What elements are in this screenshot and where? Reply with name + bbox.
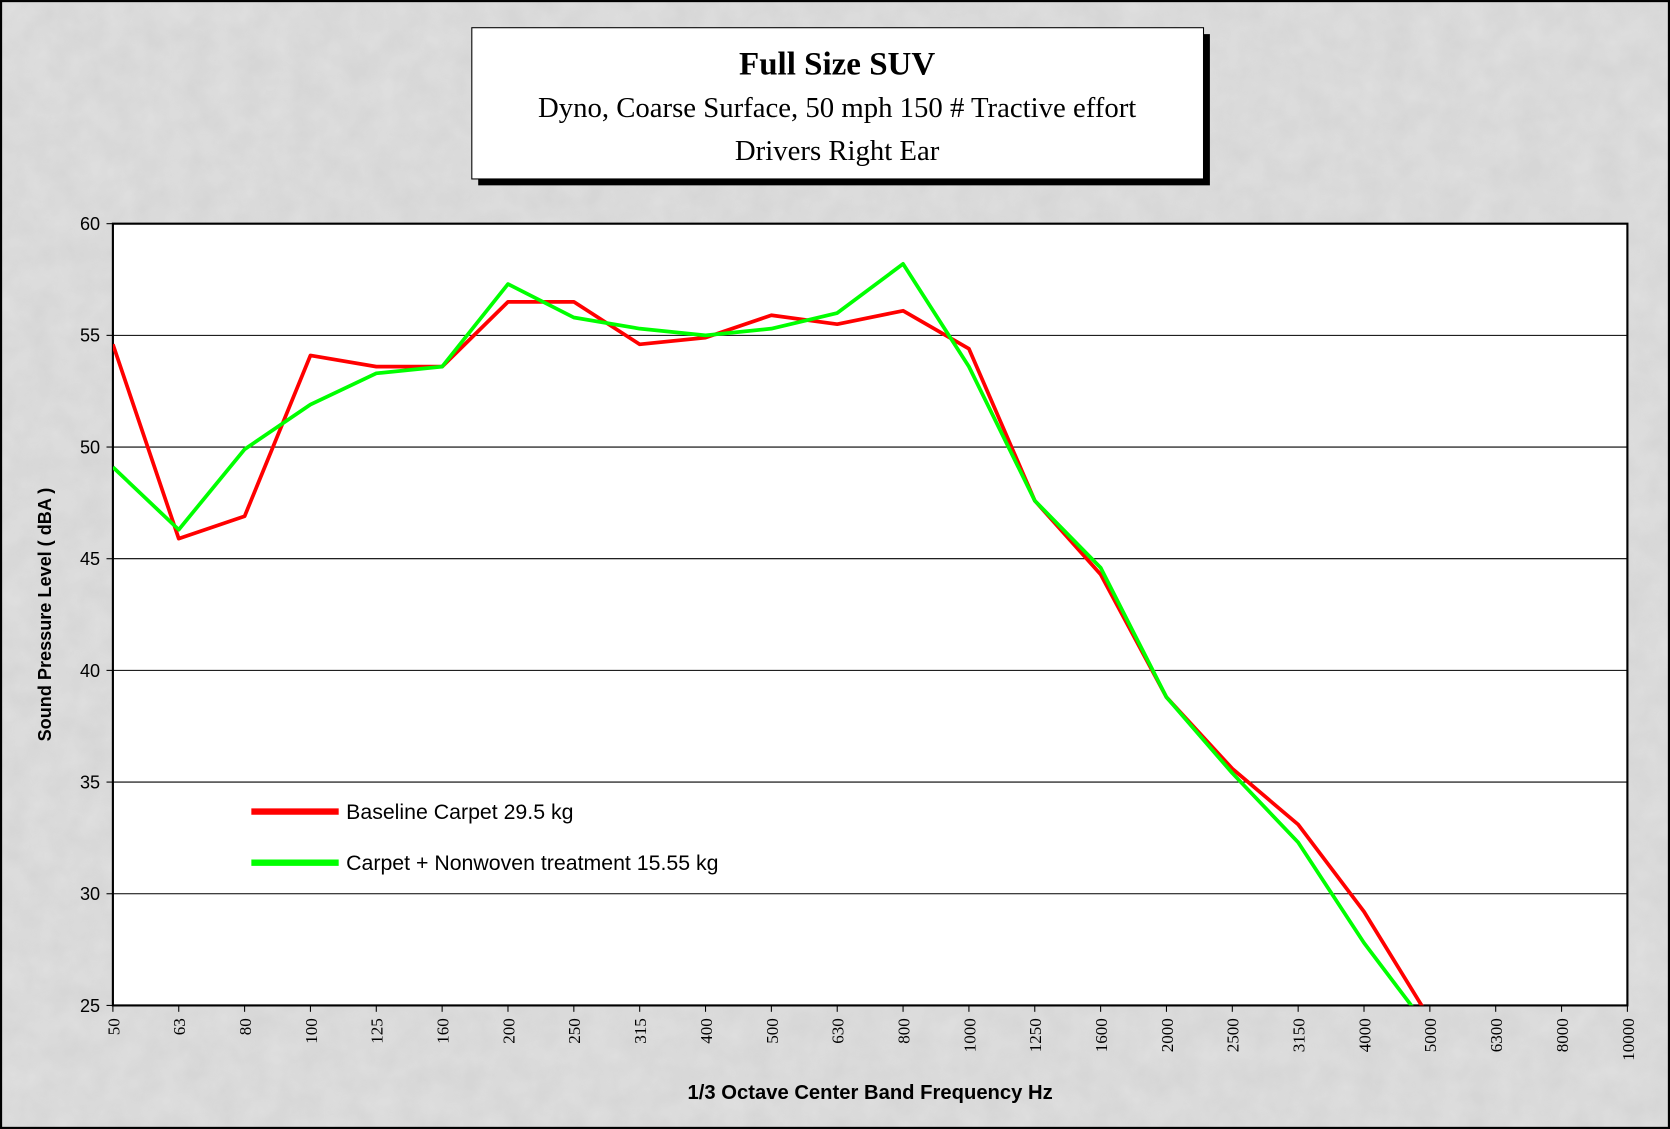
y-tick-label: 55 — [80, 326, 100, 346]
x-tick-label: 315 — [631, 1018, 650, 1044]
x-tick-label: 8000 — [1553, 1018, 1572, 1052]
x-tick-label: 2000 — [1158, 1018, 1177, 1052]
x-tick-label: 1000 — [960, 1018, 979, 1052]
x-tick-label: 80 — [236, 1018, 255, 1035]
x-tick-label: 500 — [763, 1018, 782, 1044]
x-tick-label: 50 — [104, 1018, 123, 1035]
chart-subtitle: Drivers Right Ear — [735, 135, 940, 167]
series-group — [112, 262, 1424, 1006]
y-tick-label: 60 — [80, 214, 100, 234]
y-tick-label: 30 — [80, 884, 100, 904]
plot-area — [111, 222, 1629, 1007]
x-axis-label: 1/3 Octave Center Band Frequency Hz — [688, 1082, 1053, 1104]
x-tick-label: 10000 — [1619, 1018, 1638, 1061]
line — [112, 262, 1414, 1006]
x-tick-label: 5000 — [1421, 1018, 1440, 1052]
y-tick-label: 25 — [80, 996, 100, 1016]
y-tick-label: 35 — [80, 772, 100, 792]
x-tick-label: 160 — [434, 1018, 453, 1044]
legend-label: Baseline Carpet 29.5 kg — [346, 800, 573, 824]
x-tick-label: 63 — [170, 1018, 189, 1035]
x-tick-label: 2500 — [1224, 1018, 1243, 1052]
x-tick-label: 6300 — [1487, 1018, 1506, 1052]
chart-subtitle: Dyno, Coarse Surface, 50 mph 150 # Tract… — [538, 92, 1136, 124]
x-tick-label: 125 — [368, 1018, 387, 1044]
x-tick-label: 4000 — [1355, 1018, 1374, 1052]
x-tick-label: 400 — [697, 1018, 716, 1044]
x-tick-label: 1600 — [1092, 1018, 1111, 1052]
legend-label: Carpet + Nonwoven treatment 15.55 kg — [346, 851, 718, 875]
x-tick-label: 630 — [829, 1018, 848, 1044]
x-tick-label: 800 — [894, 1018, 913, 1044]
y-axis-label: Sound Pressure Level ( dBA ) — [35, 488, 55, 742]
x-tick-label: 1250 — [1026, 1018, 1045, 1052]
x-tick-label: 3150 — [1290, 1018, 1309, 1052]
y-tick-label: 50 — [80, 437, 100, 457]
title-box — [471, 27, 1205, 180]
line — [112, 299, 1424, 1006]
y-tick-label: 40 — [80, 661, 100, 681]
chart-title: Full Size SUV — [739, 47, 935, 83]
y-tick-label: 45 — [80, 549, 100, 569]
x-tick-label: 250 — [565, 1018, 584, 1044]
x-tick-label: 200 — [499, 1018, 518, 1044]
x-tick-label: 100 — [302, 1018, 321, 1044]
